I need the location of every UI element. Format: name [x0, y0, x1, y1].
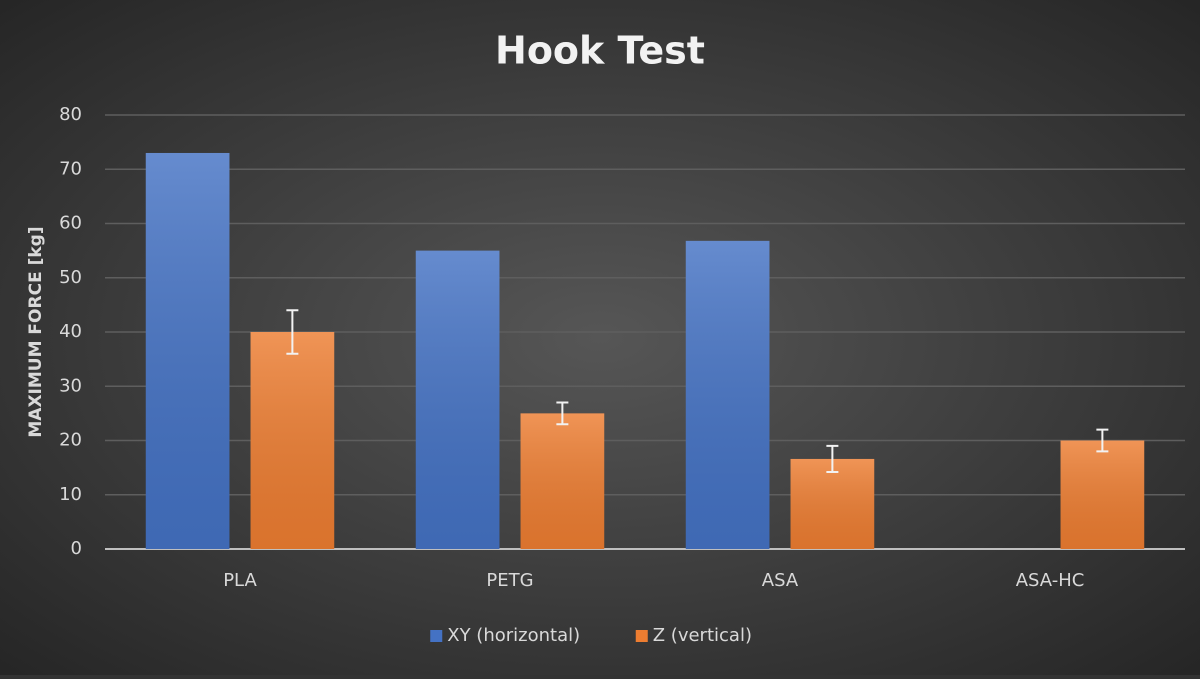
- x-tick-label: PETG: [486, 570, 533, 591]
- bar-shine: [250, 332, 335, 549]
- bar-shine: [145, 152, 230, 549]
- y-tick-label: 0: [71, 538, 82, 559]
- x-tick-label: ASA: [762, 570, 799, 591]
- y-tick-label: 60: [59, 213, 82, 234]
- error-bar: [286, 309, 299, 355]
- legend-label: Z (vertical): [653, 625, 752, 646]
- y-tick-label: 40: [59, 321, 82, 342]
- y-tick-label: 70: [59, 158, 82, 179]
- bar-shine: [790, 458, 875, 549]
- y-tick-label: 20: [59, 430, 82, 451]
- x-tick-label: PLA: [223, 570, 257, 591]
- y-tick-label: 80: [59, 104, 82, 125]
- error-bar: [556, 401, 569, 426]
- y-tick-label: 50: [59, 267, 82, 288]
- bar-shine: [685, 240, 770, 550]
- x-tick-label: ASA-HC: [1016, 570, 1085, 591]
- bar-shine: [1060, 440, 1145, 549]
- error-bar: [1096, 428, 1109, 453]
- legend-swatch: [430, 630, 443, 642]
- bar-shine: [415, 250, 500, 549]
- error-bar: [826, 444, 839, 473]
- bar-shine: [520, 413, 605, 549]
- y-tick-label: 30: [59, 375, 82, 396]
- legend-label: XY (horizontal): [447, 625, 580, 646]
- y-tick-label: 10: [59, 484, 82, 505]
- legend-swatch: [635, 630, 648, 642]
- chart-title: Hook Test: [495, 29, 705, 73]
- y-axis-label: MAXIMUM FORCE [kg]: [26, 226, 46, 437]
